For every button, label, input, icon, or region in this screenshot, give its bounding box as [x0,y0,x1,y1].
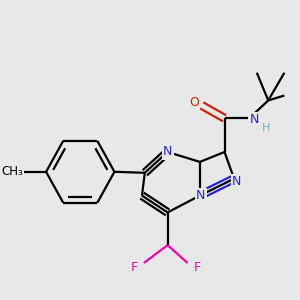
Text: F: F [194,261,201,274]
Text: F: F [131,261,138,274]
Text: N: N [232,175,242,188]
Text: N: N [249,113,259,126]
Text: H: H [262,123,271,133]
Text: N: N [196,189,206,202]
Text: N: N [163,146,172,158]
Text: O: O [189,96,199,109]
Text: CH₃: CH₃ [1,165,23,178]
